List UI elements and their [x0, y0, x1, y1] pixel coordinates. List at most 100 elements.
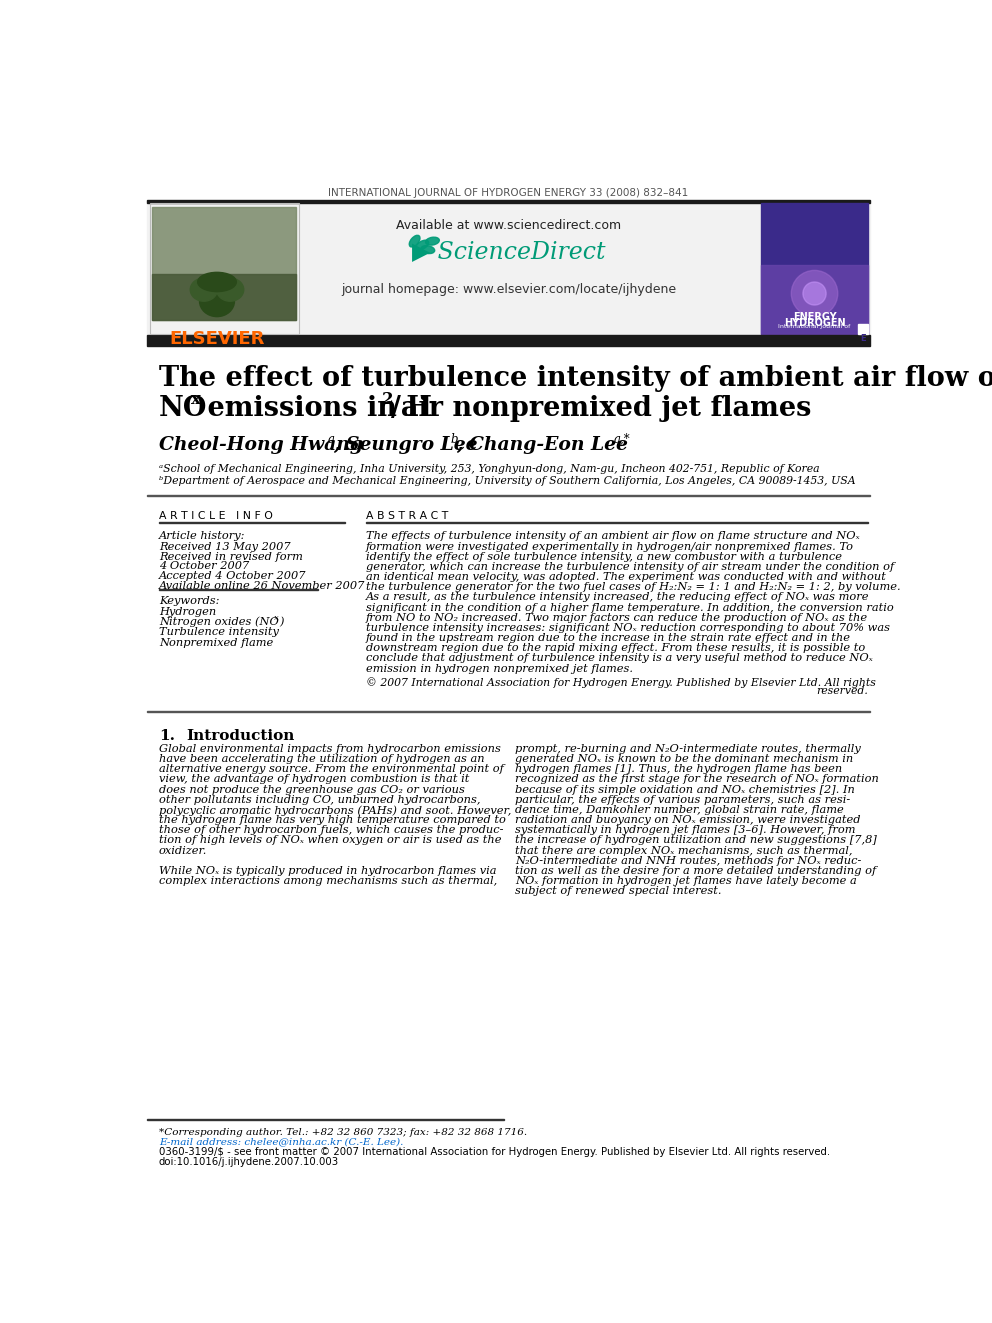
Text: reserved.: reserved.	[816, 687, 868, 696]
Text: doi:10.1016/j.ijhydene.2007.10.003: doi:10.1016/j.ijhydene.2007.10.003	[159, 1158, 339, 1167]
Text: view, the advantage of hydrogen combustion is that it: view, the advantage of hydrogen combusti…	[159, 774, 469, 785]
Ellipse shape	[792, 270, 838, 316]
Text: from NO to NO₂ increased. Two major factors can reduce the production of NOₓ as : from NO to NO₂ increased. Two major fact…	[366, 613, 868, 623]
Text: a,*: a,*	[614, 433, 631, 446]
Text: journal homepage: www.elsevier.com/locate/ijhydene: journal homepage: www.elsevier.com/locat…	[341, 283, 676, 296]
Text: found in the upstream region due to the increase in the strain rate effect and i: found in the upstream region due to the …	[366, 634, 851, 643]
Text: Cheol-Hong Hwang: Cheol-Hong Hwang	[159, 437, 363, 454]
Text: oxidizer.: oxidizer.	[159, 845, 207, 856]
Text: The effects of turbulence intensity of an ambient air flow on flame structure an: The effects of turbulence intensity of a…	[366, 532, 859, 541]
Ellipse shape	[199, 286, 234, 316]
Text: A R T I C L E   I N F O: A R T I C L E I N F O	[159, 512, 273, 521]
Text: the hydrogen flame has very high temperature compared to: the hydrogen flame has very high tempera…	[159, 815, 506, 826]
Text: generator, which can increase the turbulence intensity of air stream under the c: generator, which can increase the turbul…	[366, 562, 894, 572]
Text: because of its simple oxidation and NOₓ chemistries [2]. In: because of its simple oxidation and NOₓ …	[516, 785, 855, 795]
Text: Received 13 May 2007: Received 13 May 2007	[159, 542, 291, 552]
Text: systematically in hydrogen jet flames [3–6]. However, from: systematically in hydrogen jet flames [3…	[516, 826, 856, 835]
Text: does not produce the greenhouse gas CO₂ or various: does not produce the greenhouse gas CO₂ …	[159, 785, 464, 795]
Text: hydrogen flames [1]. Thus, the hydrogen flame has been: hydrogen flames [1]. Thus, the hydrogen …	[516, 765, 842, 774]
Text: Hydrogen: Hydrogen	[159, 606, 216, 617]
Text: *Corresponding author. Tel.: +82 32 860 7323; fax: +82 32 868 1716.: *Corresponding author. Tel.: +82 32 860 …	[159, 1129, 527, 1138]
Text: NO: NO	[159, 396, 207, 422]
Text: E: E	[860, 333, 865, 343]
Ellipse shape	[421, 246, 434, 254]
Ellipse shape	[190, 278, 217, 302]
Bar	[147, 335, 870, 345]
Text: radiation and buoyancy on NOₓ emission, were investigated: radiation and buoyancy on NOₓ emission, …	[516, 815, 861, 826]
Text: other pollutants including CO, unburned hydrocarbons,: other pollutants including CO, unburned …	[159, 795, 480, 804]
Text: Article history:: Article history:	[159, 532, 245, 541]
Ellipse shape	[410, 235, 420, 247]
Text: INTERNATIONAL JOURNAL OF HYDROGEN ENERGY 33 (2008) 832–841: INTERNATIONAL JOURNAL OF HYDROGEN ENERGY…	[328, 188, 688, 198]
Bar	[147, 204, 870, 336]
Text: ENERGY: ENERGY	[793, 312, 836, 321]
Text: subject of renewed special interest.: subject of renewed special interest.	[516, 886, 722, 896]
Text: International Journal of: International Journal of	[779, 324, 851, 329]
Text: Turbulence intensity: Turbulence intensity	[159, 627, 279, 638]
Text: The effect of turbulence intensity of ambient air flow on: The effect of turbulence intensity of am…	[159, 365, 992, 392]
Text: , Seungro Lee: , Seungro Lee	[333, 437, 478, 454]
Text: prompt, re-burning and N₂O-intermediate routes, thermally: prompt, re-burning and N₂O-intermediate …	[516, 744, 861, 754]
Bar	[152, 206, 296, 320]
Text: Available at www.sciencedirect.com: Available at www.sciencedirect.com	[396, 218, 621, 232]
Text: Available online 26 November 2007: Available online 26 November 2007	[159, 581, 365, 591]
Text: , Chang-Eon Lee: , Chang-Eon Lee	[456, 437, 628, 454]
Bar	[147, 200, 870, 204]
Text: have been accelerating the utilization of hydrogen as an: have been accelerating the utilization o…	[159, 754, 484, 765]
Text: b: b	[450, 433, 457, 446]
Text: emissions in H: emissions in H	[198, 396, 433, 422]
Bar	[152, 274, 296, 320]
Text: polycyclic aromatic hydrocarbons (PAHs) and soot. However,: polycyclic aromatic hydrocarbons (PAHs) …	[159, 804, 511, 815]
Text: 4 October 2007: 4 October 2007	[159, 561, 249, 572]
Text: dence time, Damkohler number, global strain rate, flame: dence time, Damkohler number, global str…	[516, 804, 844, 815]
Ellipse shape	[803, 282, 826, 306]
Text: 0360-3199/$ - see front matter © 2007 International Association for Hydrogen Ene: 0360-3199/$ - see front matter © 2007 In…	[159, 1147, 830, 1158]
Ellipse shape	[426, 237, 439, 245]
Text: ᵃSchool of Mechanical Engineering, Inha University, 253, Yonghyun-dong, Nam-gu, : ᵃSchool of Mechanical Engineering, Inha …	[159, 463, 819, 474]
Text: ▶ ScienceDirect: ▶ ScienceDirect	[412, 239, 605, 262]
Text: conclude that adjustment of turbulence intensity is a very useful method to redu: conclude that adjustment of turbulence i…	[366, 654, 873, 663]
Text: emission in hydrogen nonpremixed jet flames.: emission in hydrogen nonpremixed jet fla…	[366, 664, 633, 673]
Text: an identical mean velocity, was adopted. The experiment was conducted with and w: an identical mean velocity, was adopted.…	[366, 572, 886, 582]
Bar	[761, 265, 868, 335]
Text: While NOₓ is typically produced in hydrocarbon flames via: While NOₓ is typically produced in hydro…	[159, 867, 496, 876]
Text: generated NOₓ is known to be the dominant mechanism in: generated NOₓ is known to be the dominan…	[516, 754, 854, 765]
Text: Introduction: Introduction	[186, 729, 295, 742]
Text: ELSEVIER: ELSEVIER	[170, 329, 265, 348]
Text: © 2007 International Association for Hydrogen Energy. Published by Elsevier Ltd.: © 2007 International Association for Hyd…	[366, 677, 876, 688]
Text: tion of high levels of NOₓ when oxygen or air is used as the: tion of high levels of NOₓ when oxygen o…	[159, 835, 501, 845]
Bar	[150, 204, 300, 335]
Text: recognized as the first stage for the research of NOₓ formation: recognized as the first stage for the re…	[516, 774, 879, 785]
Text: Nonpremixed flame: Nonpremixed flame	[159, 638, 273, 648]
Text: ): )	[279, 617, 284, 627]
Ellipse shape	[416, 241, 429, 250]
Text: NOₓ formation in hydrogen jet flames have lately become a: NOₓ formation in hydrogen jet flames hav…	[516, 876, 857, 886]
Text: downstream region due to the rapid mixing effect. From these results, it is poss: downstream region due to the rapid mixin…	[366, 643, 865, 654]
Text: ᵇDepartment of Aerospace and Mechanical Engineering, University of Southern Cali: ᵇDepartment of Aerospace and Mechanical …	[159, 476, 855, 486]
Text: As a result, as the turbulence intensity increased, the reducing effect of NOₓ w: As a result, as the turbulence intensity…	[366, 593, 869, 602]
Text: Received in revised form: Received in revised form	[159, 552, 303, 562]
Text: alternative energy source. From the environmental point of: alternative energy source. From the envi…	[159, 765, 504, 774]
Text: x: x	[274, 614, 279, 622]
Bar	[761, 204, 868, 335]
Text: the increase of hydrogen utilization and new suggestions [7,8]: the increase of hydrogen utilization and…	[516, 835, 877, 845]
Text: E-mail address: chelee@inha.ac.kr (C.-E. Lee).: E-mail address: chelee@inha.ac.kr (C.-E.…	[159, 1138, 404, 1147]
Text: N₂O-intermediate and NNH routes, methods for NOₓ reduc-: N₂O-intermediate and NNH routes, methods…	[516, 856, 862, 865]
Text: Nitrogen oxides (NO: Nitrogen oxides (NO	[159, 617, 279, 627]
Text: 1.: 1.	[159, 729, 175, 742]
Text: identify the effect of sole turbulence intensity, a new combustor with a turbule: identify the effect of sole turbulence i…	[366, 552, 842, 562]
Text: Global environmental impacts from hydrocarbon emissions: Global environmental impacts from hydroc…	[159, 744, 501, 754]
Bar	[858, 324, 868, 335]
Bar	[214, 278, 220, 294]
Text: Keywords:: Keywords:	[159, 597, 219, 606]
Text: 2: 2	[382, 390, 394, 407]
Text: tion as well as the desire for a more detailed understanding of: tion as well as the desire for a more de…	[516, 867, 877, 876]
Text: the turbulence generator for the two fuel cases of H₂:N₂ = 1: 1 and H₂:N₂ = 1: 2: the turbulence generator for the two fue…	[366, 582, 901, 593]
Text: that there are complex NOₓ mechanisms, such as thermal,: that there are complex NOₓ mechanisms, s…	[516, 845, 853, 856]
Text: x: x	[190, 390, 200, 407]
Text: turbulence intensity increases: significant NOₓ reduction corresponding to about: turbulence intensity increases: signific…	[366, 623, 890, 632]
Text: complex interactions among mechanisms such as thermal,: complex interactions among mechanisms su…	[159, 876, 497, 886]
Text: particular, the effects of various parameters, such as resi-: particular, the effects of various param…	[516, 795, 850, 804]
Text: those of other hydrocarbon fuels, which causes the produc-: those of other hydrocarbon fuels, which …	[159, 826, 503, 835]
Ellipse shape	[197, 273, 236, 291]
